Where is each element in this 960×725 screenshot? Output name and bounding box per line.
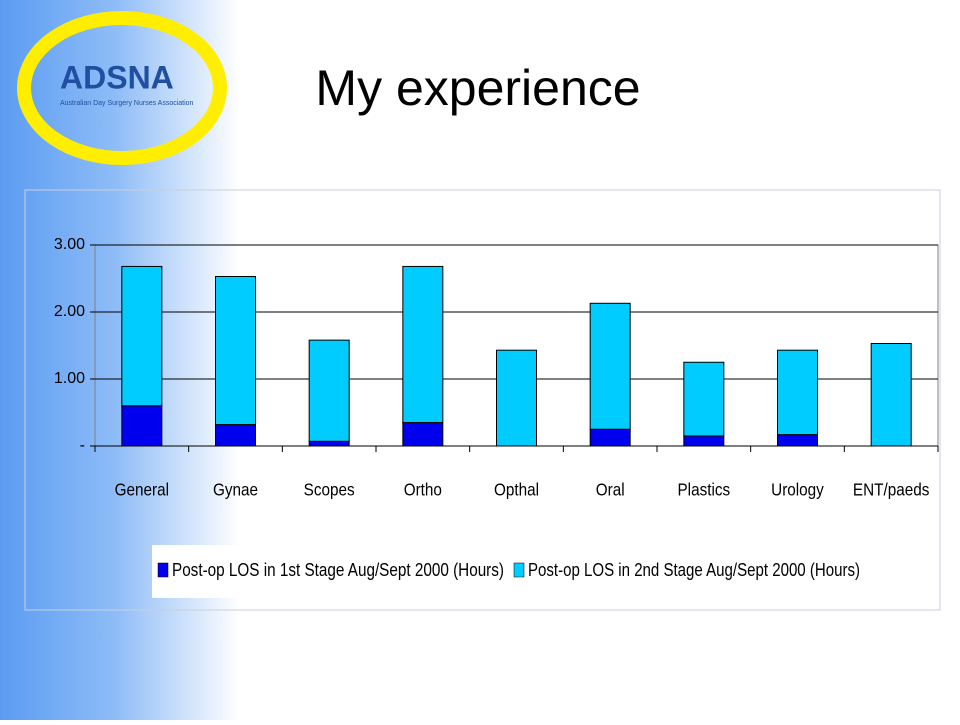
x-tick-label: Opthal xyxy=(494,480,539,500)
logo: ADSNA Australian Day Surgery Nurses Asso… xyxy=(17,11,227,165)
chart: - 1.00 2.00 3.00 General Gynae Scopes Ortho Opth… xyxy=(54,236,939,580)
y-tick-label: 1.00 xyxy=(54,370,85,387)
y-tick-label: 3.00 xyxy=(54,236,85,253)
x-tick-label: Ortho xyxy=(404,480,442,500)
bar-segment xyxy=(308,339,350,442)
bar-segment xyxy=(215,424,256,447)
logo-ring xyxy=(17,11,227,165)
bar-segment xyxy=(402,265,444,424)
bar-segment xyxy=(683,435,725,447)
x-tick-label: Gynae xyxy=(213,480,258,500)
legend-swatch xyxy=(513,562,525,578)
legend-label: Post-op LOS in 2nd Stage Aug/Sept 2000 (… xyxy=(528,560,860,580)
x-tick-label: General xyxy=(115,480,169,500)
x-tick-label: Plastics xyxy=(678,480,731,500)
x-tick-label: Urology xyxy=(771,480,824,500)
x-tick-label: Oral xyxy=(596,480,625,500)
bar-segment xyxy=(683,361,725,437)
bar-segment xyxy=(589,428,631,447)
bar-segment xyxy=(121,265,163,407)
chart-frame xyxy=(24,189,941,611)
slide-title: My experience xyxy=(315,60,640,116)
bar-segment xyxy=(215,275,256,426)
x-tick-label: ENT/paeds xyxy=(853,480,929,500)
bar-segment xyxy=(870,342,912,447)
x-tick-label: Scopes xyxy=(304,480,355,500)
y-tick-label: - xyxy=(80,437,85,454)
bar-segment xyxy=(777,434,818,447)
legend-swatch xyxy=(157,562,169,578)
bar-segment xyxy=(121,405,163,447)
logo-subtitle: Australian Day Surgery Nurses Associatio… xyxy=(60,100,194,107)
bar-segment xyxy=(308,440,350,447)
bar-segment xyxy=(589,302,631,430)
bar-segment xyxy=(402,422,444,447)
legend-label: Post-op LOS in 1st Stage Aug/Sept 2000 (… xyxy=(172,560,504,580)
y-tick-label: 2.00 xyxy=(54,303,85,320)
bar-segment xyxy=(496,349,537,447)
legend-box xyxy=(152,545,865,598)
logo-name: ADSNA xyxy=(60,59,174,95)
bar-segment xyxy=(777,349,818,436)
